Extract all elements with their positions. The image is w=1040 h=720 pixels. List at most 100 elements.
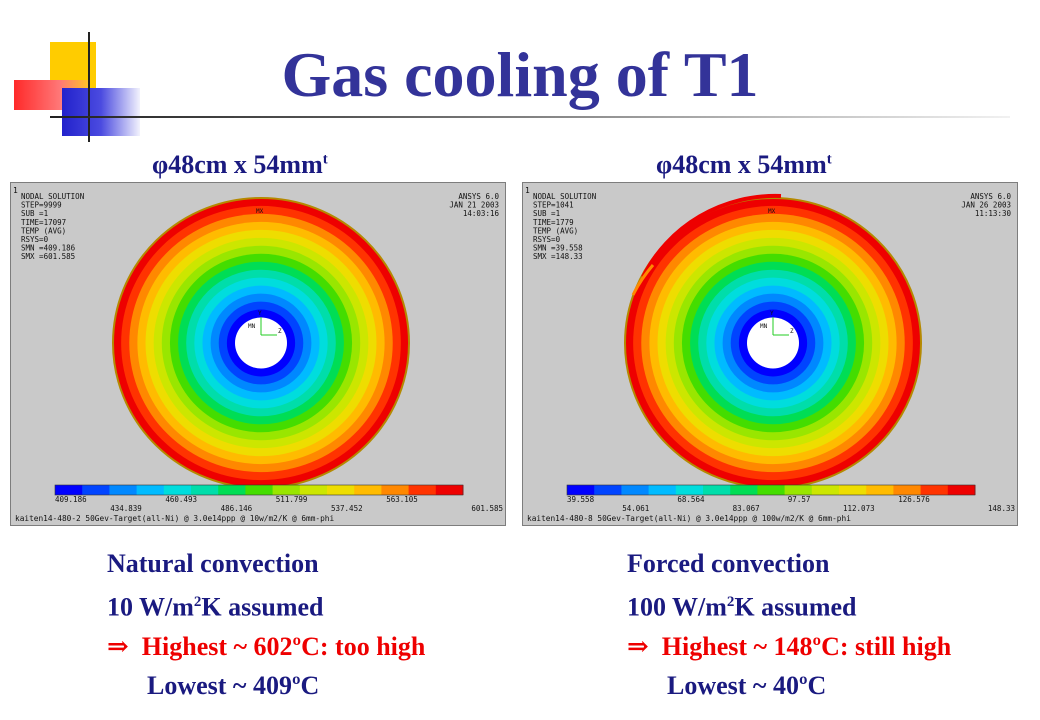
header-left-line: STEP=9999 [21,201,62,210]
header-right-line: 11:13:30 [975,209,1012,218]
hot-spot-rim [631,264,655,296]
left-info-block: Natural convection 10 W/m2K assumed ⇒ Hi… [107,544,425,705]
legend-bar [54,484,464,496]
max-marker: MX [768,208,776,215]
legend-bar [566,484,976,496]
header-left-line: TEMP (AVG) [533,226,578,235]
decor-vertical-line [88,32,90,142]
max-marker: MX [256,208,264,215]
legend-value: 97.57 [788,495,811,504]
window-number: 1 [13,186,18,195]
header-left-line: TIME=1779 [533,218,574,227]
legend-swatch [839,485,867,495]
legend-value: 537.452 [331,504,363,513]
legend-value: 460.493 [165,495,197,504]
legend-value: 112.073 [843,504,875,513]
triad-label-z: Z [790,328,794,335]
legend-frame [566,484,976,496]
slide-title: Gas cooling of T1 [281,39,759,110]
right-dimension-label: φ48cm x 54mmt [656,150,956,180]
legend-swatch [594,485,622,495]
header-left-line: STEP=1041 [533,201,574,210]
triad-label-z: Z [278,328,282,335]
header-left-line: RSYS=0 [21,235,49,244]
lowest-temperature: Lowest ~ 409ºC [147,670,320,700]
legend-swatch [621,485,650,495]
left-dimension-label: φ48cm x 54mmt [152,150,452,180]
center-hole [235,317,287,369]
legend-value: 126.576 [898,495,930,504]
legend-swatch [272,485,301,495]
heat-transfer-coefficient: 100 W/m2K assumed [627,592,857,622]
legend-swatch [82,485,110,495]
legend-value: 409.186 [55,495,87,504]
legend-swatch [163,485,192,495]
center-hole [747,317,799,369]
legend-swatch [784,485,813,495]
legend-value: 601.585 [471,504,503,513]
legend-swatch [327,485,355,495]
legend-swatch [947,485,976,495]
right-ansys-plot: 1 NODAL SOLUTION STEP=1041 SUB =1 TIME=1779 T… [522,182,1018,526]
triad-label-y: Y [258,310,262,317]
header-left-line: RSYS=0 [533,235,561,244]
legend-swatch [648,485,677,495]
highest-temperature: ⇒ Highest ~ 602ºC: too high [107,631,426,661]
legend-swatch [757,485,786,495]
header-left-line: SMN =39.558 [533,244,583,253]
decor-horizontal-line [50,116,1010,118]
implies-arrow-icon: ⇒ [107,631,129,661]
phi-symbol: φ [152,150,169,179]
hot-spot-rim [641,193,782,278]
legend-swatch [920,485,949,495]
header-right-line: ANSYS 6.0 [970,192,1011,201]
legend-swatch [893,485,922,495]
header-right-line: JAN 26 2003 [961,201,1011,210]
header-left-line: TIME=17097 [21,218,66,227]
left-ansys-plot: 1 NODAL SOLUTION STEP=9999 SUB =1 TIME=17097… [10,182,506,526]
convection-type: Natural convection [107,549,319,578]
legend-swatch [245,485,274,495]
header-left-line: NODAL SOLUTION [21,192,84,201]
legend-swatch [136,485,165,495]
header-right-line: JAN 21 2003 [449,201,499,210]
legend-swatch [299,485,328,495]
legend-swatch [730,485,758,495]
legend-swatch [381,485,410,495]
header-left-line: SMX =148.33 [533,252,583,261]
legend-value: 511.799 [276,495,308,504]
legend-value: 54.061 [622,504,649,513]
legend-value: 486.146 [221,504,253,513]
header-left-line: SUB =1 [533,209,560,218]
legend-value: 434.839 [110,504,142,513]
min-marker: MN [760,323,768,330]
decor-blue-bar [62,88,140,136]
highest-temperature: ⇒ Highest ~ 148ºC: still high [627,631,952,661]
legend-swatch [866,485,894,495]
dimension-text: 48cm x 54mm [672,150,827,179]
phi-symbol: φ [656,150,673,179]
legend-swatch [55,485,83,495]
legend-swatch [567,485,595,495]
window-number: 1 [525,186,530,195]
legend-swatch [675,485,704,495]
dimension-sup: t [826,151,832,168]
min-marker: MN [248,323,256,330]
header-right-line: ANSYS 6.0 [458,192,499,201]
legend-value: 39.558 [567,495,595,504]
header-right-line: 14:03:16 [463,209,500,218]
header-left-line: NODAL SOLUTION [533,192,596,201]
triad-label-y: Y [770,310,774,317]
legend-swatch [408,485,437,495]
contour-bands [624,193,922,490]
dimension-text: 48cm x 54mm [168,150,323,179]
header-left-line: SMN =409.186 [21,244,76,253]
header-left-line: SMX =601.585 [21,252,75,261]
legend-swatch [435,485,464,495]
legend-swatch [703,485,731,495]
legend-frame [54,484,464,496]
heat-transfer-coefficient: 10 W/m2K assumed [107,592,324,622]
legend-swatch [811,485,840,495]
